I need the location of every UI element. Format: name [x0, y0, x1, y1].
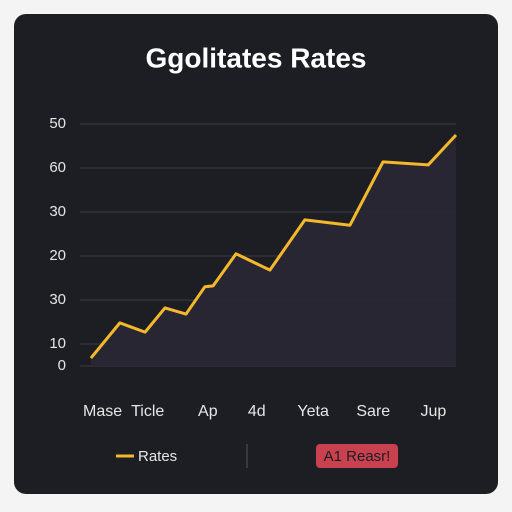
y-tick-label: 60	[49, 159, 66, 176]
area	[90, 135, 457, 366]
y-tick-label: 50	[49, 115, 66, 132]
legend-label: Rates	[138, 448, 177, 465]
line	[89, 133, 458, 360]
chart-title: Ggolitates Rates	[146, 42, 367, 73]
y-tick-label: 30	[49, 291, 66, 308]
x-tick-label: Jup	[421, 403, 447, 420]
x-tick-label: Ap	[198, 403, 218, 420]
card	[14, 14, 498, 494]
y-tick-label: 0	[58, 357, 66, 374]
y-tick-label: 10	[49, 335, 66, 352]
badge-text: A1 Reasr!	[324, 448, 391, 465]
y-tick-label: 20	[49, 247, 66, 264]
x-tick-label: Yeta	[297, 403, 329, 420]
x-tick-label: 4d	[248, 403, 266, 420]
x-tick-label: Mase	[83, 403, 122, 420]
badge	[316, 444, 398, 468]
x-tick-label: Ticle	[131, 403, 164, 420]
x-tick-label: Sare	[356, 403, 390, 420]
y-tick-label: 30	[49, 203, 66, 220]
